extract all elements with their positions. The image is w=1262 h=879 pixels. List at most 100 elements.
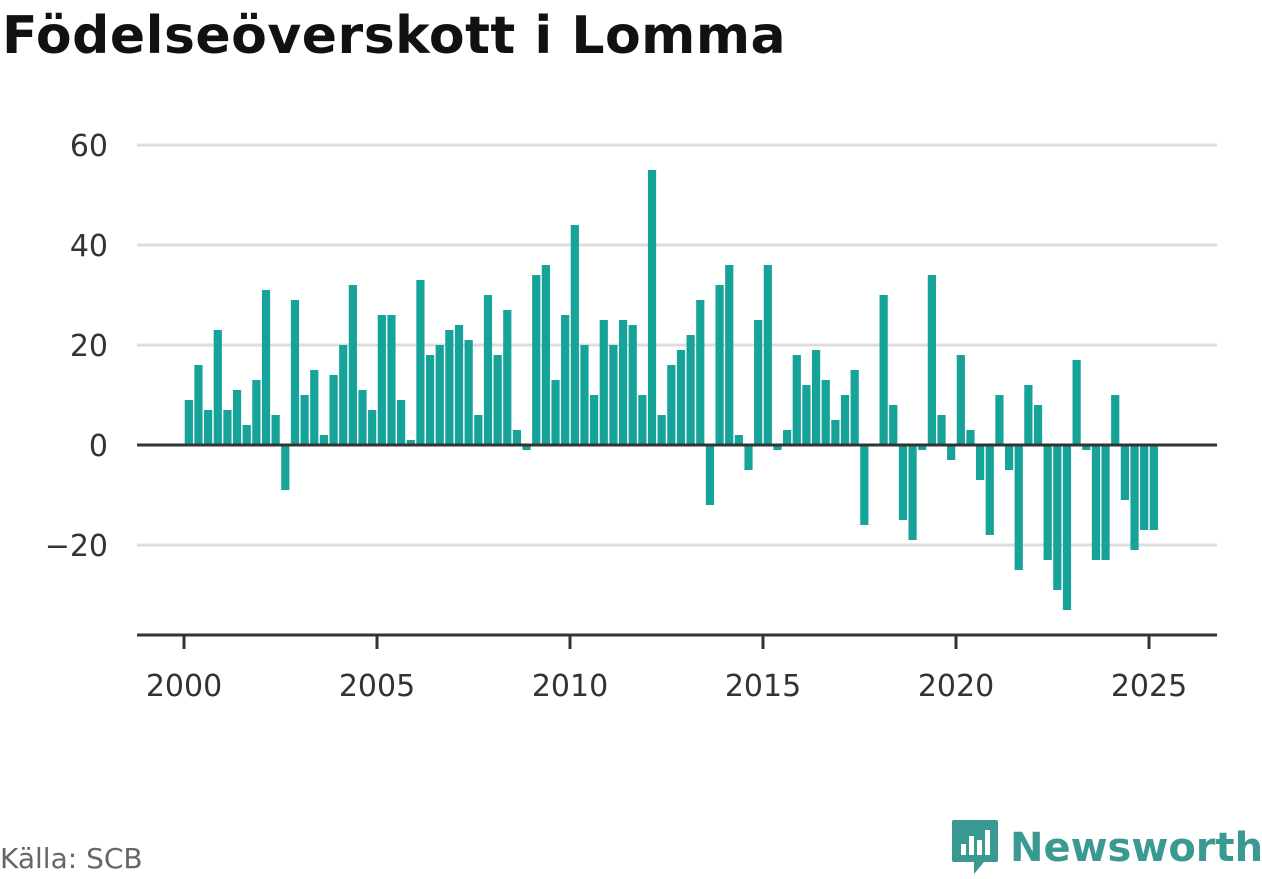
bar [956,355,965,445]
bar [609,345,618,445]
bar [580,345,589,445]
bar [783,430,792,445]
bar [512,430,522,445]
bar [647,170,657,445]
bar [763,265,772,445]
y-tick-labels: 60 40 20 0 −20 [45,129,108,564]
x-tick-labels: 2000 2005 2010 2015 2020 2025 [146,669,1187,704]
y-tick-label: 0 [89,429,108,464]
bars [184,170,1158,610]
bar [541,265,550,445]
y-tick-label: 20 [70,329,108,364]
bar [493,355,502,445]
bar [551,380,560,445]
bar [638,395,647,445]
bar [628,325,637,445]
bar [232,390,242,445]
bar [416,280,425,445]
bar [290,300,300,445]
bar [397,400,406,445]
bar [1053,445,1062,590]
brand-name: Newsworthy [1010,825,1262,871]
bar [503,310,512,445]
bar [213,330,222,445]
bar [657,415,666,445]
bar [1072,360,1081,445]
bar [561,315,570,445]
newsworthy-logo-icon [952,820,998,874]
bar [223,410,232,445]
bar [792,355,801,445]
bar [252,380,261,445]
bar [667,365,676,445]
bar [705,445,715,505]
bar [242,425,251,445]
bar [1130,445,1139,550]
bar [918,445,927,450]
bar [358,390,367,445]
bar [802,385,811,445]
bar [329,375,338,445]
bar [1062,445,1072,610]
bar [927,275,936,445]
bar [676,350,686,445]
bar [184,400,193,445]
bar [754,320,763,445]
bar [908,445,917,540]
bar [1043,445,1052,560]
bar [387,315,396,445]
bar [898,445,908,520]
bar [377,315,386,445]
x-tick-label: 2010 [532,669,608,704]
bar [1014,445,1023,570]
bar [348,285,357,445]
bar [686,335,695,445]
bar [821,380,830,445]
bar [1149,445,1158,530]
bar [1120,445,1129,500]
bar [860,445,869,525]
bar [425,355,435,445]
bar [715,285,724,445]
bar [831,420,840,445]
bar [599,320,608,445]
bar [937,415,946,445]
bar [1091,445,1101,560]
bar [300,395,309,445]
bar [339,345,348,445]
bar [811,350,821,445]
bar [590,395,599,445]
y-tick-label: 60 [70,129,108,164]
x-tick-label: 2015 [725,669,801,704]
bar [474,415,483,445]
bar [618,320,628,445]
bar [976,445,985,480]
bar [744,445,753,470]
bar [532,275,541,445]
x-tick-label: 2000 [146,669,222,704]
bar [734,435,743,445]
y-tick-label: −20 [45,529,108,564]
x-tick-label: 2020 [918,669,994,704]
bar [281,445,290,490]
bar [1033,405,1043,445]
chart-title: Födelseöverskott i Lomma [2,6,787,66]
axes [137,443,1217,649]
bar [194,365,203,445]
bar [889,405,898,445]
bar [985,445,994,535]
bar [464,340,473,445]
bar [1024,385,1033,445]
brand-logo: Newsworthy [950,818,1262,878]
bar [1082,445,1091,450]
bar [1004,445,1014,470]
bar [483,295,493,445]
bar [725,265,734,445]
bar [522,445,531,450]
y-tick-label: 40 [70,229,108,264]
bar [310,370,319,445]
bar [368,410,377,445]
bar [271,415,280,445]
bar [445,330,454,445]
